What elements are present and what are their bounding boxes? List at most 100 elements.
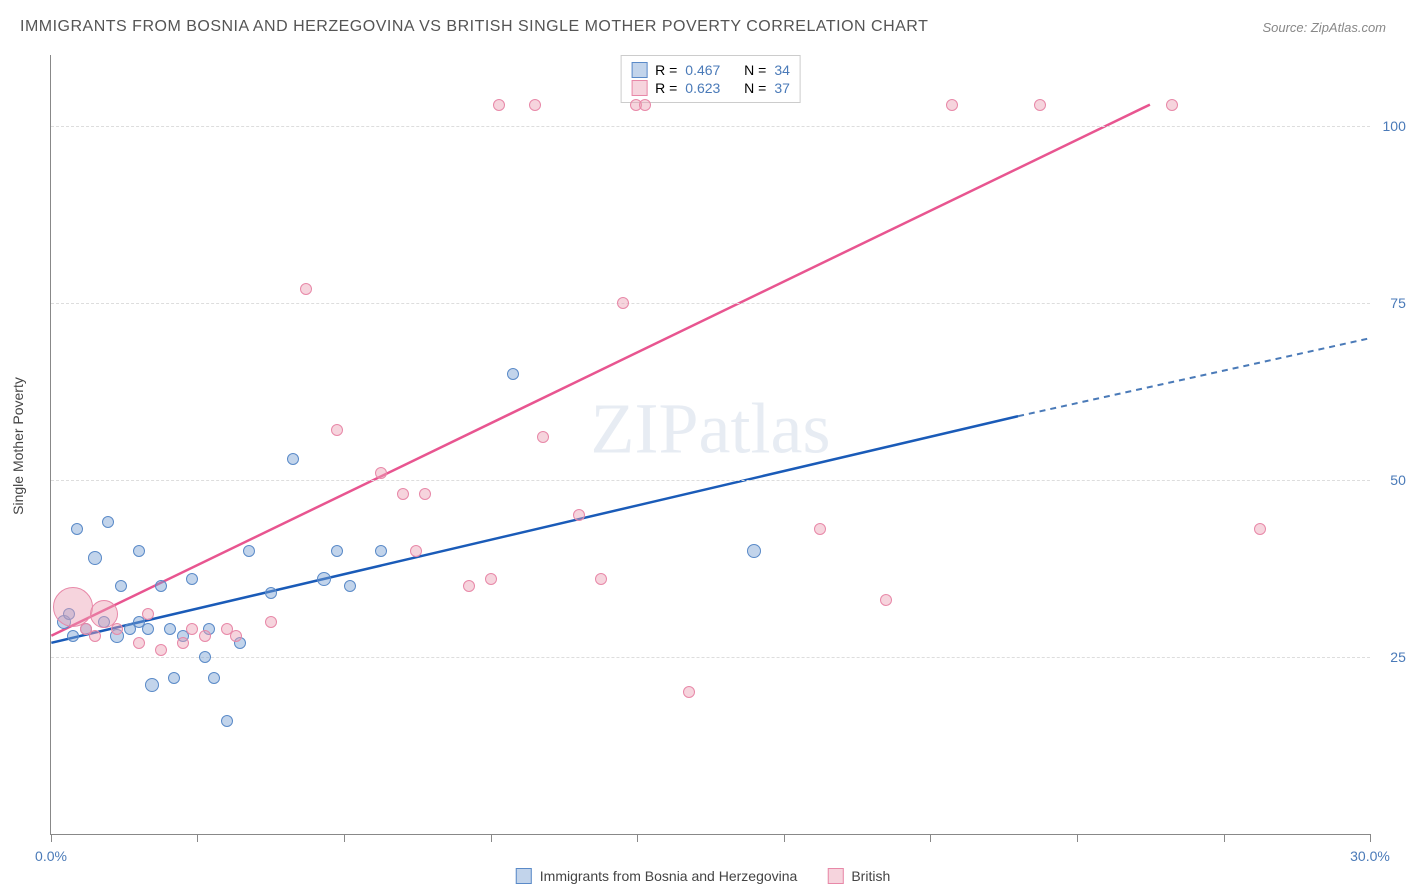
scatter-point (537, 431, 549, 443)
scatter-point (880, 594, 892, 606)
legend-label-series2: British (851, 868, 890, 884)
scatter-point (529, 99, 541, 111)
y-tick-label: 50.0% (1390, 472, 1406, 488)
n-label: N = (744, 80, 766, 96)
scatter-point (142, 608, 154, 620)
scatter-point (287, 453, 299, 465)
scatter-point (639, 99, 651, 111)
trend-lines (51, 55, 1370, 834)
stats-row-series2: R = 0.623 N = 37 (631, 80, 790, 96)
x-tick (930, 834, 931, 842)
scatter-point (419, 488, 431, 500)
x-tick-label: 30.0% (1350, 848, 1390, 864)
legend-swatch-series1 (516, 868, 532, 884)
scatter-point (573, 509, 585, 521)
r-label: R = (655, 62, 677, 78)
scatter-point (375, 467, 387, 479)
legend-label-series1: Immigrants from Bosnia and Herzegovina (540, 868, 798, 884)
scatter-point (300, 283, 312, 295)
x-tick (1224, 834, 1225, 842)
scatter-point (230, 630, 242, 642)
scatter-point (1254, 523, 1266, 535)
stats-row-series1: R = 0.467 N = 34 (631, 62, 790, 78)
scatter-point (221, 715, 233, 727)
scatter-point (155, 644, 167, 656)
scatter-point (683, 686, 695, 698)
scatter-point (485, 573, 497, 585)
x-tick (51, 834, 52, 842)
n-value-series2: 37 (774, 80, 790, 96)
scatter-point (53, 587, 93, 627)
r-value-series1: 0.467 (685, 62, 720, 78)
scatter-point (67, 630, 79, 642)
grid-line (51, 126, 1370, 127)
r-label: R = (655, 80, 677, 96)
grid-line (51, 657, 1370, 658)
scatter-point (344, 580, 356, 592)
scatter-point (155, 580, 167, 592)
scatter-point (186, 573, 198, 585)
scatter-point (102, 516, 114, 528)
bottom-legend: Immigrants from Bosnia and Herzegovina B… (516, 868, 890, 884)
grid-line (51, 303, 1370, 304)
scatter-point (1034, 99, 1046, 111)
x-tick (1077, 834, 1078, 842)
y-tick-label: 25.0% (1390, 649, 1406, 665)
y-axis-label: Single Mother Poverty (10, 377, 26, 515)
y-tick-label: 100.0% (1383, 118, 1406, 134)
x-tick-label: 0.0% (35, 848, 67, 864)
n-value-series1: 34 (774, 62, 790, 78)
r-value-series2: 0.623 (685, 80, 720, 96)
scatter-point (208, 672, 220, 684)
swatch-series1 (631, 62, 647, 78)
correlation-stats-box: R = 0.467 N = 34 R = 0.623 N = 37 (620, 55, 801, 103)
x-tick (344, 834, 345, 842)
scatter-point (88, 551, 102, 565)
legend-swatch-series2 (827, 868, 843, 884)
y-tick-label: 75.0% (1390, 295, 1406, 311)
scatter-point (265, 587, 277, 599)
x-tick (637, 834, 638, 842)
scatter-point (410, 545, 422, 557)
source-attribution: Source: ZipAtlas.com (1262, 20, 1386, 35)
x-tick (784, 834, 785, 842)
scatter-point (265, 616, 277, 628)
scatter-point (133, 637, 145, 649)
scatter-point (493, 99, 505, 111)
scatter-point (145, 678, 159, 692)
scatter-point (463, 580, 475, 592)
scatter-point (111, 623, 123, 635)
scatter-point (946, 99, 958, 111)
swatch-series2 (631, 80, 647, 96)
scatter-point (1166, 99, 1178, 111)
scatter-point (243, 545, 255, 557)
scatter-point (317, 572, 331, 586)
scatter-point (89, 630, 101, 642)
grid-line (51, 480, 1370, 481)
scatter-point (397, 488, 409, 500)
x-tick (197, 834, 198, 842)
watermark: ZIPatlas (591, 387, 831, 470)
scatter-point (199, 651, 211, 663)
scatter-point (747, 544, 761, 558)
legend-item-series1: Immigrants from Bosnia and Herzegovina (516, 868, 798, 884)
scatter-point (71, 523, 83, 535)
scatter-point (186, 623, 198, 635)
x-tick (491, 834, 492, 842)
scatter-point (133, 545, 145, 557)
scatter-point (617, 297, 629, 309)
chart-title: IMMIGRANTS FROM BOSNIA AND HERZEGOVINA V… (20, 18, 928, 36)
scatter-point (595, 573, 607, 585)
n-label: N = (744, 62, 766, 78)
scatter-point (507, 368, 519, 380)
scatter-point (164, 623, 176, 635)
legend-item-series2: British (827, 868, 890, 884)
plot-area: ZIPatlas R = 0.467 N = 34 R = 0.623 N = … (50, 55, 1370, 835)
scatter-point (177, 637, 189, 649)
scatter-point (331, 424, 343, 436)
scatter-point (814, 523, 826, 535)
x-tick (1370, 834, 1371, 842)
scatter-point (115, 580, 127, 592)
scatter-point (331, 545, 343, 557)
scatter-point (199, 630, 211, 642)
